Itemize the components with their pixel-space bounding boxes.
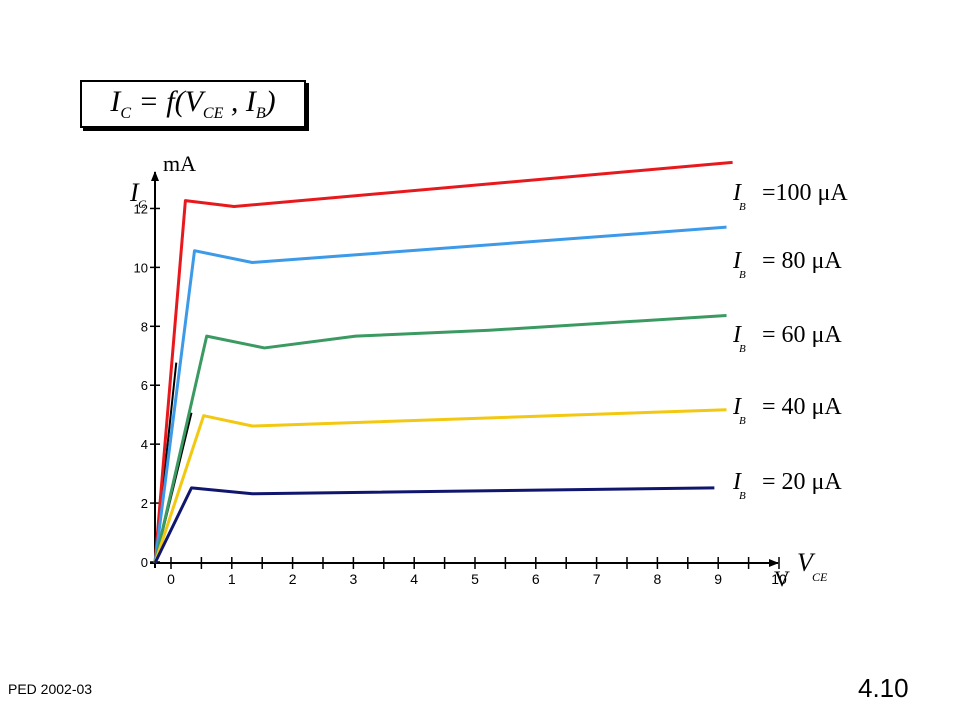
y-tick-group: 0 2 4 6 8 10 12 (134, 201, 160, 570)
footer-course-label: PED 2002-03 (8, 681, 93, 697)
series-line-2 (153, 314, 727, 564)
series-label-value: = 80 μA (762, 248, 842, 274)
y-tick-label: 12 (134, 201, 148, 216)
series-label-symbol: I (732, 469, 742, 495)
y-unit-label: mA (163, 151, 196, 176)
y-tick-label: 6 (141, 378, 148, 393)
x-tick-label: 5 (471, 571, 479, 587)
y-tick-label: 2 (141, 496, 148, 511)
y-tick-label: 4 (141, 437, 148, 452)
series-label-4: IB = 20 μA (732, 469, 842, 502)
y-tick-label: 8 (141, 319, 148, 334)
x-tick-label: 9 (714, 571, 722, 587)
series-label-symbol: I (732, 248, 742, 274)
series-label-sub: B (739, 490, 746, 502)
series-label-sub: B (739, 269, 746, 281)
x-axis-symbol: V (797, 548, 816, 577)
y-tick-label: 0 (141, 555, 148, 570)
series-label-symbol: I (732, 322, 742, 348)
series-label-sub: B (739, 201, 746, 213)
curves-group (153, 160, 733, 564)
formula-text: IC = f(VCE , IB) (110, 85, 276, 122)
x-tick-label: 6 (532, 571, 540, 587)
series-label-value: = 40 μA (762, 394, 842, 420)
y-axis-symbol: I (129, 178, 140, 207)
x-unit-label: V (774, 566, 790, 591)
x-tick-label: 3 (350, 571, 358, 587)
series-label-value: = 60 μA (762, 322, 842, 348)
x-tick-label: 4 (410, 571, 418, 587)
series-label-2: IB = 60 μA (732, 322, 842, 355)
series-label-symbol: I (732, 180, 742, 206)
y-tick-label: 10 (134, 260, 148, 275)
series-label-sub: B (739, 415, 746, 427)
series-line-4 (153, 486, 715, 564)
series-label-value: =100 μA (762, 180, 848, 206)
series-label-symbol: I (732, 394, 742, 420)
footer-slide-number: 4.10 (858, 673, 909, 703)
series-label-1: IB = 80 μA (732, 248, 842, 281)
x-tick-label: 0 (167, 571, 175, 587)
x-tick-label: 8 (654, 571, 662, 587)
series-label-0: IB =100 μA (732, 180, 848, 213)
x-tick-label: 10 (771, 571, 787, 587)
x-tick-label: 7 (593, 571, 601, 587)
series-label-sub: B (739, 343, 746, 355)
series-label-3: IB = 40 μA (732, 394, 842, 427)
formula-box: IC = f(VCE , IB) (80, 80, 306, 128)
y-axis-symbol-sub: C (138, 197, 147, 211)
series-line-0 (153, 160, 733, 564)
series-label-value: = 20 μA (762, 469, 842, 495)
x-tick-group: 0 1 2 3 4 5 6 7 8 9 10 (167, 557, 787, 587)
series-line-3 (153, 408, 727, 564)
x-axis-symbol-sub: CE (812, 570, 828, 584)
series-line-1 (153, 225, 727, 564)
x-tick-label: 2 (289, 571, 297, 587)
x-tick-label: 1 (228, 571, 236, 587)
